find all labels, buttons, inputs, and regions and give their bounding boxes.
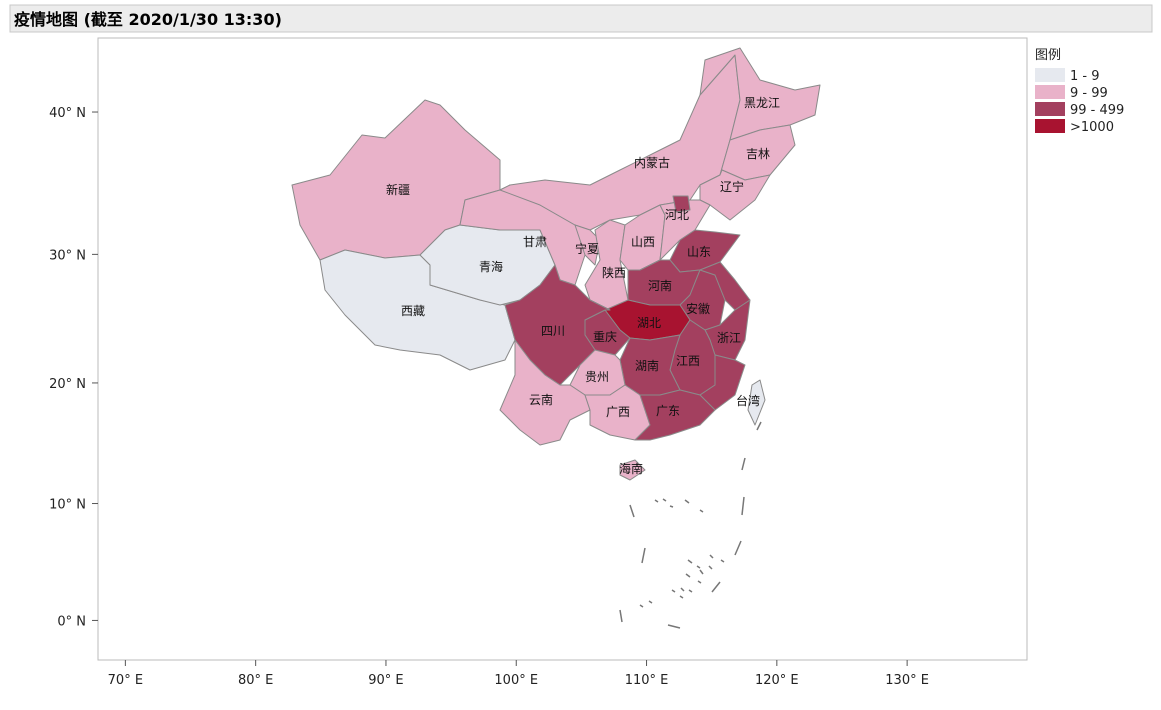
- region: [672, 195, 691, 213]
- region-label: 吉林: [746, 147, 770, 161]
- regions: 新疆西藏 青海 甘肃 内蒙古 黑龙江吉林辽宁宁夏陕西 山西河北山东河南安徽湖北重庆 四川浙江…: [291, 47, 821, 481]
- legend-title: 图例: [1035, 48, 1061, 63]
- region-label: 陕西: [602, 265, 626, 280]
- legend-swatch: [1035, 68, 1065, 82]
- region-label: 广东: [656, 404, 680, 418]
- legend-label: >1000: [1070, 120, 1114, 135]
- axes: 0° N 10° N 20° N 30° N 40° N 70° E 80° E 90° E 1…: [49, 106, 929, 688]
- region-label: 浙江: [717, 331, 741, 345]
- y-tick-label: 10° N: [49, 498, 86, 513]
- region-label: 台湾: [736, 393, 760, 408]
- region-label: 辽宁: [720, 179, 744, 194]
- x-tick-label: 70° E: [108, 673, 143, 688]
- region-label: 山东: [687, 245, 711, 259]
- region-label: 广西: [606, 405, 630, 419]
- title-bar: [9, 4, 1153, 33]
- y-tick-label: 40° N: [49, 106, 86, 121]
- region-label: 贵州: [585, 370, 609, 384]
- region-label: 湖南: [635, 358, 659, 373]
- x-tick-label: 130° E: [885, 673, 929, 688]
- region: [574, 224, 601, 266]
- region-label: 湖北: [637, 315, 661, 330]
- legend-swatch: [1035, 85, 1065, 99]
- region-label: 江西: [676, 354, 700, 368]
- legend-label: 9 - 99: [1070, 86, 1108, 101]
- region-label: 黑龙江: [744, 96, 780, 110]
- region-label: 河南: [648, 278, 672, 293]
- south-sea-islands: [619, 421, 762, 629]
- region-label: 内蒙古: [634, 155, 670, 170]
- region-label: 甘肃: [523, 235, 547, 249]
- x-tick-label: 100° E: [494, 673, 538, 688]
- legend-label: 99 - 499: [1070, 103, 1124, 118]
- region: [634, 389, 716, 441]
- y-tick-label: 20° N: [49, 377, 86, 392]
- region-label: 云南: [529, 392, 553, 407]
- region: [699, 47, 821, 141]
- title: 疫情地图 (截至 2020/1/30 13:30): [14, 10, 282, 29]
- region-label: 海南: [619, 461, 643, 476]
- y-tick-label: 0° N: [57, 614, 86, 629]
- region-label: 四川: [541, 324, 565, 338]
- legend: 图例 1 - 9 9 - 99 99 - 499 >1000: [1035, 48, 1124, 135]
- region: [699, 354, 746, 411]
- region-label: 新疆: [386, 182, 410, 197]
- x-tick-label: 90° E: [368, 673, 403, 688]
- x-tick-label: 110° E: [625, 673, 669, 688]
- region-label: 青海: [479, 259, 503, 274]
- legend-swatch: [1035, 102, 1065, 116]
- y-tick-label: 30° N: [49, 248, 86, 263]
- region-label: 宁夏: [575, 241, 599, 256]
- region-label: 河北: [665, 208, 689, 222]
- region-label: 重庆: [593, 330, 617, 344]
- region-label: 西藏: [401, 304, 425, 318]
- region: [499, 339, 591, 446]
- x-tick-label: 120° E: [755, 673, 799, 688]
- region-label: 安徽: [686, 301, 710, 316]
- region-label: 山西: [631, 235, 655, 249]
- legend-swatch: [1035, 119, 1065, 133]
- region: [619, 459, 646, 481]
- region: [699, 169, 771, 221]
- x-tick-label: 80° E: [238, 673, 273, 688]
- region: [747, 379, 766, 426]
- legend-label: 1 - 9: [1070, 69, 1100, 84]
